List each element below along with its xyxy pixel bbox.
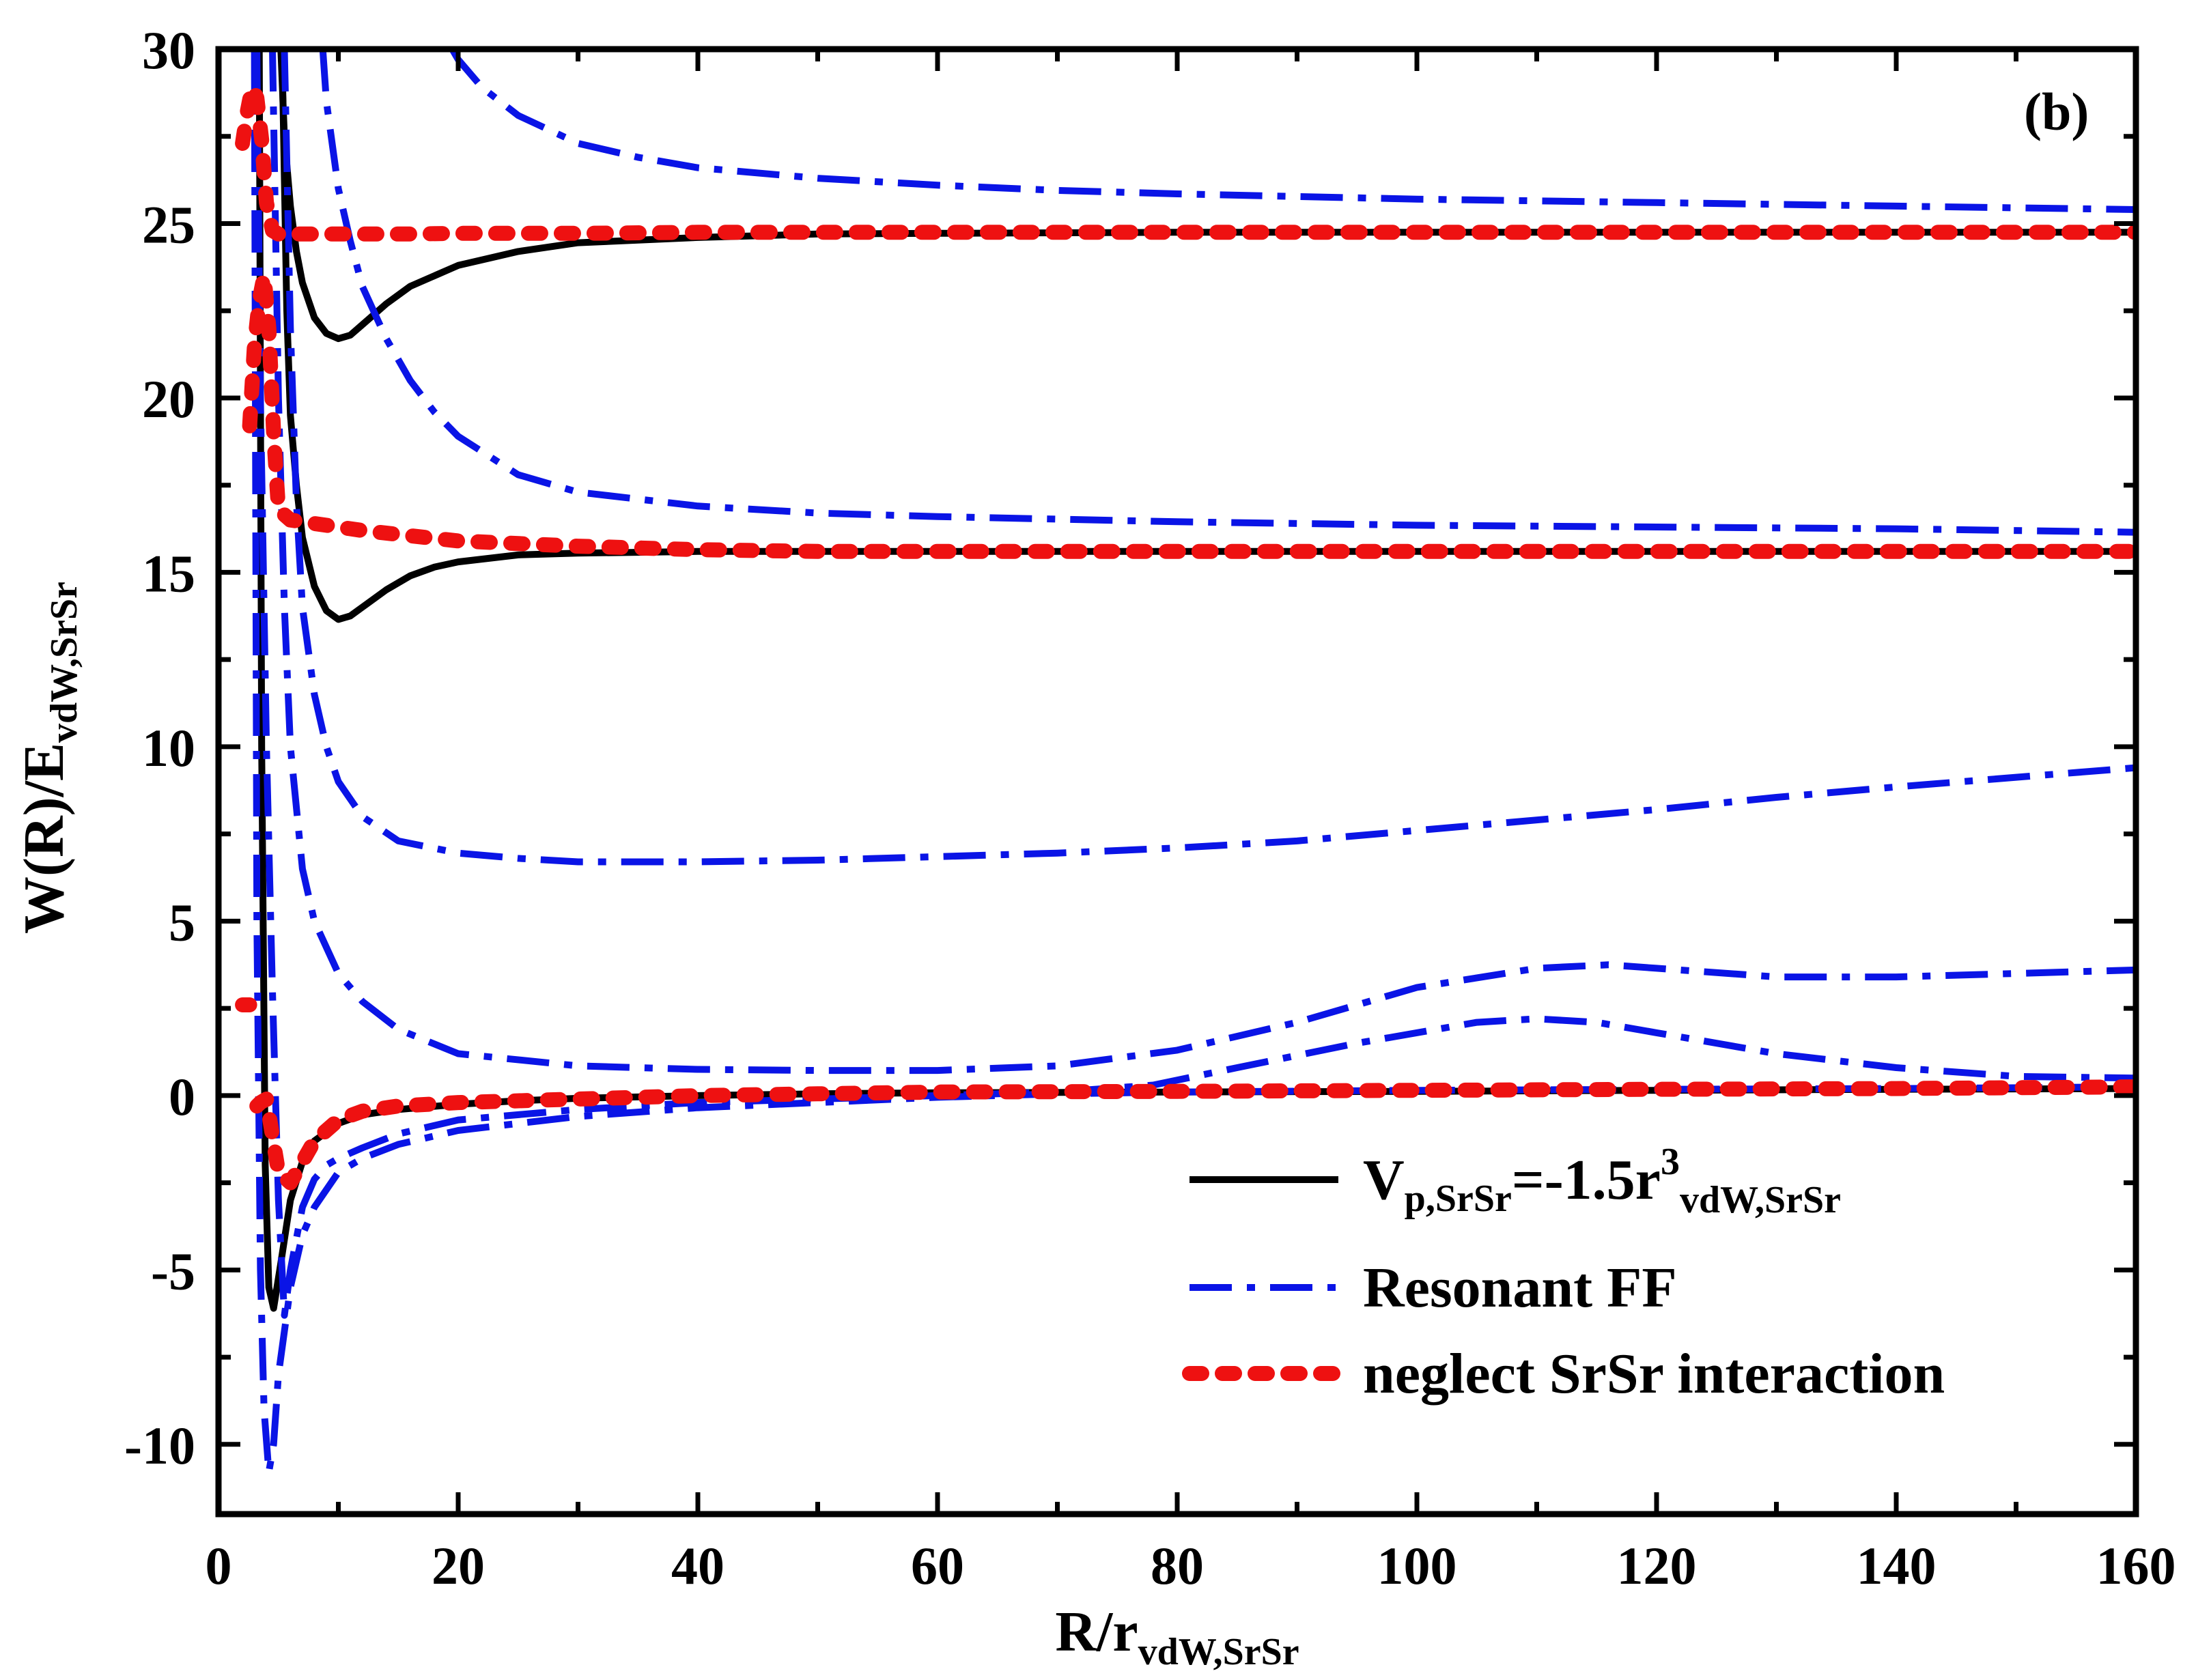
series-dashdot-curve-1 (253, 49, 2136, 1319)
series-dotted-curve-1 (249, 1079, 2136, 1191)
y-tick-label: 0 (169, 1067, 195, 1126)
x-axis-title-sub: vdW,SrSr (1138, 1631, 1299, 1673)
x-tick-label: 100 (1377, 1536, 1457, 1595)
x-tick-label: 120 (1617, 1536, 1697, 1595)
series-dashdot-curve-4 (319, 49, 2136, 536)
y-tick-label: 30 (142, 20, 195, 80)
series-dotted-curve-3 (235, 80, 2136, 242)
series-dashdot-curve-0 (251, 49, 2136, 1476)
panel-label: (b) (2024, 82, 2089, 141)
series-dashdot-curve-2 (269, 49, 2136, 1074)
legend-solid-sub2: vdW,SrSr (1680, 1179, 1841, 1221)
legend-label-solid: Vp,SrSr=-1.5r3vdW,SrSr (1363, 1141, 1841, 1221)
curve-group (235, 49, 2136, 1476)
y-tick-label: 10 (142, 718, 195, 778)
legend-label-dotted: neglect SrSr interaction (1363, 1342, 1945, 1406)
series-dashdot-curve-3 (281, 49, 2136, 866)
legend-solid-sub1: p,SrSr (1405, 1178, 1512, 1220)
plot-frame (215, 46, 2139, 1518)
y-tick-label: -10 (124, 1416, 195, 1475)
x-tick-label: 20 (432, 1536, 485, 1595)
legend: Vp,SrSr=-1.5r3vdW,SrSr Resonant FF negle… (1182, 1141, 1945, 1406)
series-solid-curve-2 (277, 49, 2136, 343)
tick-group (216, 46, 2139, 1514)
x-tick-label: 140 (1857, 1536, 1937, 1595)
y-tick-label: 25 (142, 195, 195, 254)
y-tick-label: 5 (169, 892, 195, 952)
series-dashdot-curve-5 (449, 49, 2136, 213)
legend-solid-main: V (1363, 1148, 1405, 1212)
x-tick-label: 60 (911, 1536, 964, 1595)
x-tick-label: 40 (671, 1536, 724, 1595)
x-axis-title-main: R/r (1055, 1600, 1138, 1664)
x-tick-label: 0 (206, 1536, 232, 1595)
y-axis-title: W(R)/EvdW,SrSr (12, 582, 85, 934)
legend-label-dashdot: Resonant FF (1363, 1256, 1677, 1320)
legend-solid-mid: =-1.5r (1512, 1148, 1661, 1212)
y-tick-labels: -10 -5 0 5 10 15 20 25 30 (124, 20, 195, 1475)
x-axis-title: R/rvdW,SrSr (1055, 1600, 1299, 1673)
x-tick-labels: 0 20 40 60 80 100 120 140 160 (206, 1536, 2176, 1595)
x-tick-label: 160 (2096, 1536, 2176, 1595)
y-tick-label: 15 (142, 543, 195, 603)
y-axis-title-sub: vdW,SrSr (43, 582, 85, 743)
y-tick-label: 20 (142, 369, 195, 429)
x-tick-label: 80 (1151, 1536, 1204, 1595)
y-tick-label: -5 (151, 1241, 195, 1300)
series-dotted-curve-2 (242, 268, 2136, 559)
y-axis-title-main: W(R)/E (12, 743, 76, 934)
legend-solid-sup: 3 (1661, 1141, 1680, 1183)
